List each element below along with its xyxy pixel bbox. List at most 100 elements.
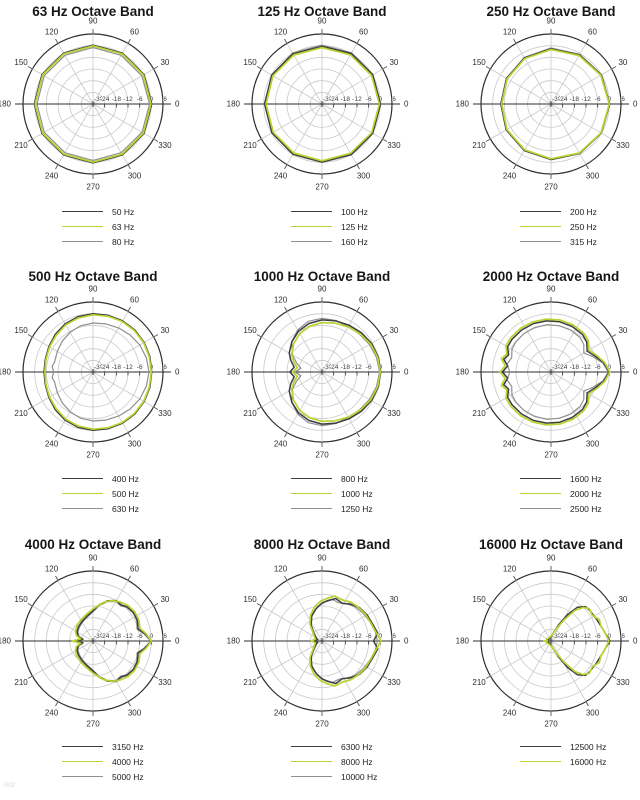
angle-label: 0	[633, 368, 638, 377]
angle-label: 300	[128, 439, 142, 448]
polar-grid	[15, 566, 171, 716]
radial-edge-label: 6	[392, 364, 396, 371]
legend-label: 1250 Hz	[341, 503, 373, 514]
legend-label: 2500 Hz	[570, 503, 602, 514]
legend-item: 2000 Hz	[520, 486, 602, 501]
chart-legend: 50 Hz 63 Hz 80 Hz	[62, 204, 134, 249]
angle-label: 30	[160, 326, 169, 335]
radial-tick-label: -18	[570, 633, 580, 640]
legend-line-sample	[520, 493, 561, 494]
series-line-16000-hz	[543, 606, 610, 676]
angle-label: 90	[547, 554, 556, 563]
radial-edge-label: 6	[163, 633, 167, 640]
angle-label: 240	[503, 708, 517, 717]
angle-label: 120	[503, 296, 517, 305]
legend-item: 400 Hz	[62, 471, 139, 486]
legend-line-sample	[520, 508, 561, 509]
angle-label: 60	[130, 28, 139, 37]
legend-label: 8000 Hz	[341, 756, 373, 767]
angle-label: 210	[472, 678, 486, 687]
angle-label: 300	[357, 171, 371, 180]
angle-label: 270	[86, 183, 100, 192]
angle-label: 30	[160, 595, 169, 604]
angle-label: 270	[315, 720, 329, 729]
radial-tick-label: -6	[366, 364, 372, 371]
radial-tick-label: -12	[352, 364, 362, 371]
chart-legend: 800 Hz 1000 Hz 1250 Hz	[291, 471, 373, 516]
radial-tick-label: -30	[323, 96, 333, 103]
radial-tick-label: -24	[100, 364, 110, 371]
legend-label: 125 Hz	[341, 221, 368, 232]
legend-line-sample	[291, 493, 332, 494]
angle-label: 0	[633, 637, 638, 646]
chart-title: 250 Hz Octave Band	[486, 4, 616, 19]
angle-label: 60	[588, 296, 597, 305]
radial-tick-label: -6	[595, 633, 601, 640]
radial-tick-label: -12	[352, 633, 362, 640]
chart-title: 2000 Hz Octave Band	[482, 269, 620, 284]
radial-tick-label: 0	[378, 96, 382, 103]
legend-label: 400 Hz	[112, 473, 139, 484]
legend-item: 125 Hz	[291, 219, 368, 234]
radial-tick-label: -30	[552, 96, 562, 103]
legend-label: 6300 Hz	[341, 741, 373, 752]
legend-line-sample	[62, 241, 103, 242]
radial-tick-label: -18	[341, 96, 351, 103]
legend-line-sample	[520, 211, 561, 212]
chart-legend: 1600 Hz 2000 Hz 2500 Hz	[520, 471, 602, 516]
legend-line-sample	[291, 761, 332, 762]
angle-label: 120	[45, 296, 59, 305]
chart-title: 16000 Hz Octave Band	[478, 537, 624, 552]
series-line-8000-hz	[309, 595, 382, 687]
angle-label: 60	[130, 565, 139, 574]
series-line-630-hz	[51, 322, 150, 422]
angle-label: 240	[274, 708, 288, 717]
angle-label: 150	[472, 326, 486, 335]
legend-line-sample	[520, 226, 561, 227]
radial-tick-label: -30	[323, 633, 333, 640]
angle-label: 180	[227, 368, 241, 377]
radial-edge-label: 6	[163, 364, 167, 371]
polar-grid	[244, 297, 400, 447]
angle-label: 270	[315, 183, 329, 192]
polar-plot-svg: -30-24-18-12-606030609012015018021024027…	[0, 17, 180, 192]
angle-label: 90	[89, 17, 98, 26]
angle-label: 300	[128, 708, 142, 717]
legend-label: 630 Hz	[112, 503, 139, 514]
legend-item: 1000 Hz	[291, 486, 373, 501]
series-line-2500-hz	[506, 324, 609, 420]
legend-item: 8000 Hz	[291, 754, 377, 769]
polar-grid	[473, 566, 629, 716]
polar-grid	[15, 297, 171, 447]
angle-label: 120	[503, 28, 517, 37]
angle-label: 270	[544, 451, 558, 460]
radial-edge-label: 6	[621, 364, 625, 371]
angle-label: 150	[243, 326, 257, 335]
angle-label: 180	[227, 100, 241, 109]
angle-label: 330	[616, 409, 630, 418]
polar-grid	[473, 29, 629, 179]
angle-label: 180	[0, 368, 12, 377]
legend-line-sample	[520, 746, 561, 747]
series-line-100-hz	[263, 45, 382, 163]
angle-label: 60	[588, 565, 597, 574]
angle-label: 330	[387, 678, 401, 687]
legend-label: 63 Hz	[112, 221, 135, 232]
legend-label: 250 Hz	[570, 221, 597, 232]
polar-plot-svg: -30-24-18-12-606030609012015018021024027…	[0, 285, 180, 460]
radial-tick-label: -24	[329, 633, 339, 640]
chart-legend: 3150 Hz 4000 Hz 5000 Hz	[62, 739, 144, 784]
angle-label: 210	[243, 409, 257, 418]
angle-label: 180	[456, 100, 470, 109]
legend-line-sample	[62, 493, 103, 494]
legend-line-sample	[291, 241, 332, 242]
angle-label: 150	[14, 58, 28, 67]
legend-label: 3150 Hz	[112, 741, 144, 752]
angle-label: 330	[158, 409, 172, 418]
angle-label: 330	[158, 678, 172, 687]
angle-label: 0	[633, 100, 638, 109]
angle-label: 30	[618, 595, 627, 604]
legend-label: 500 Hz	[112, 488, 139, 499]
legend-label: 16000 Hz	[570, 756, 607, 767]
legend-line-sample	[520, 241, 561, 242]
